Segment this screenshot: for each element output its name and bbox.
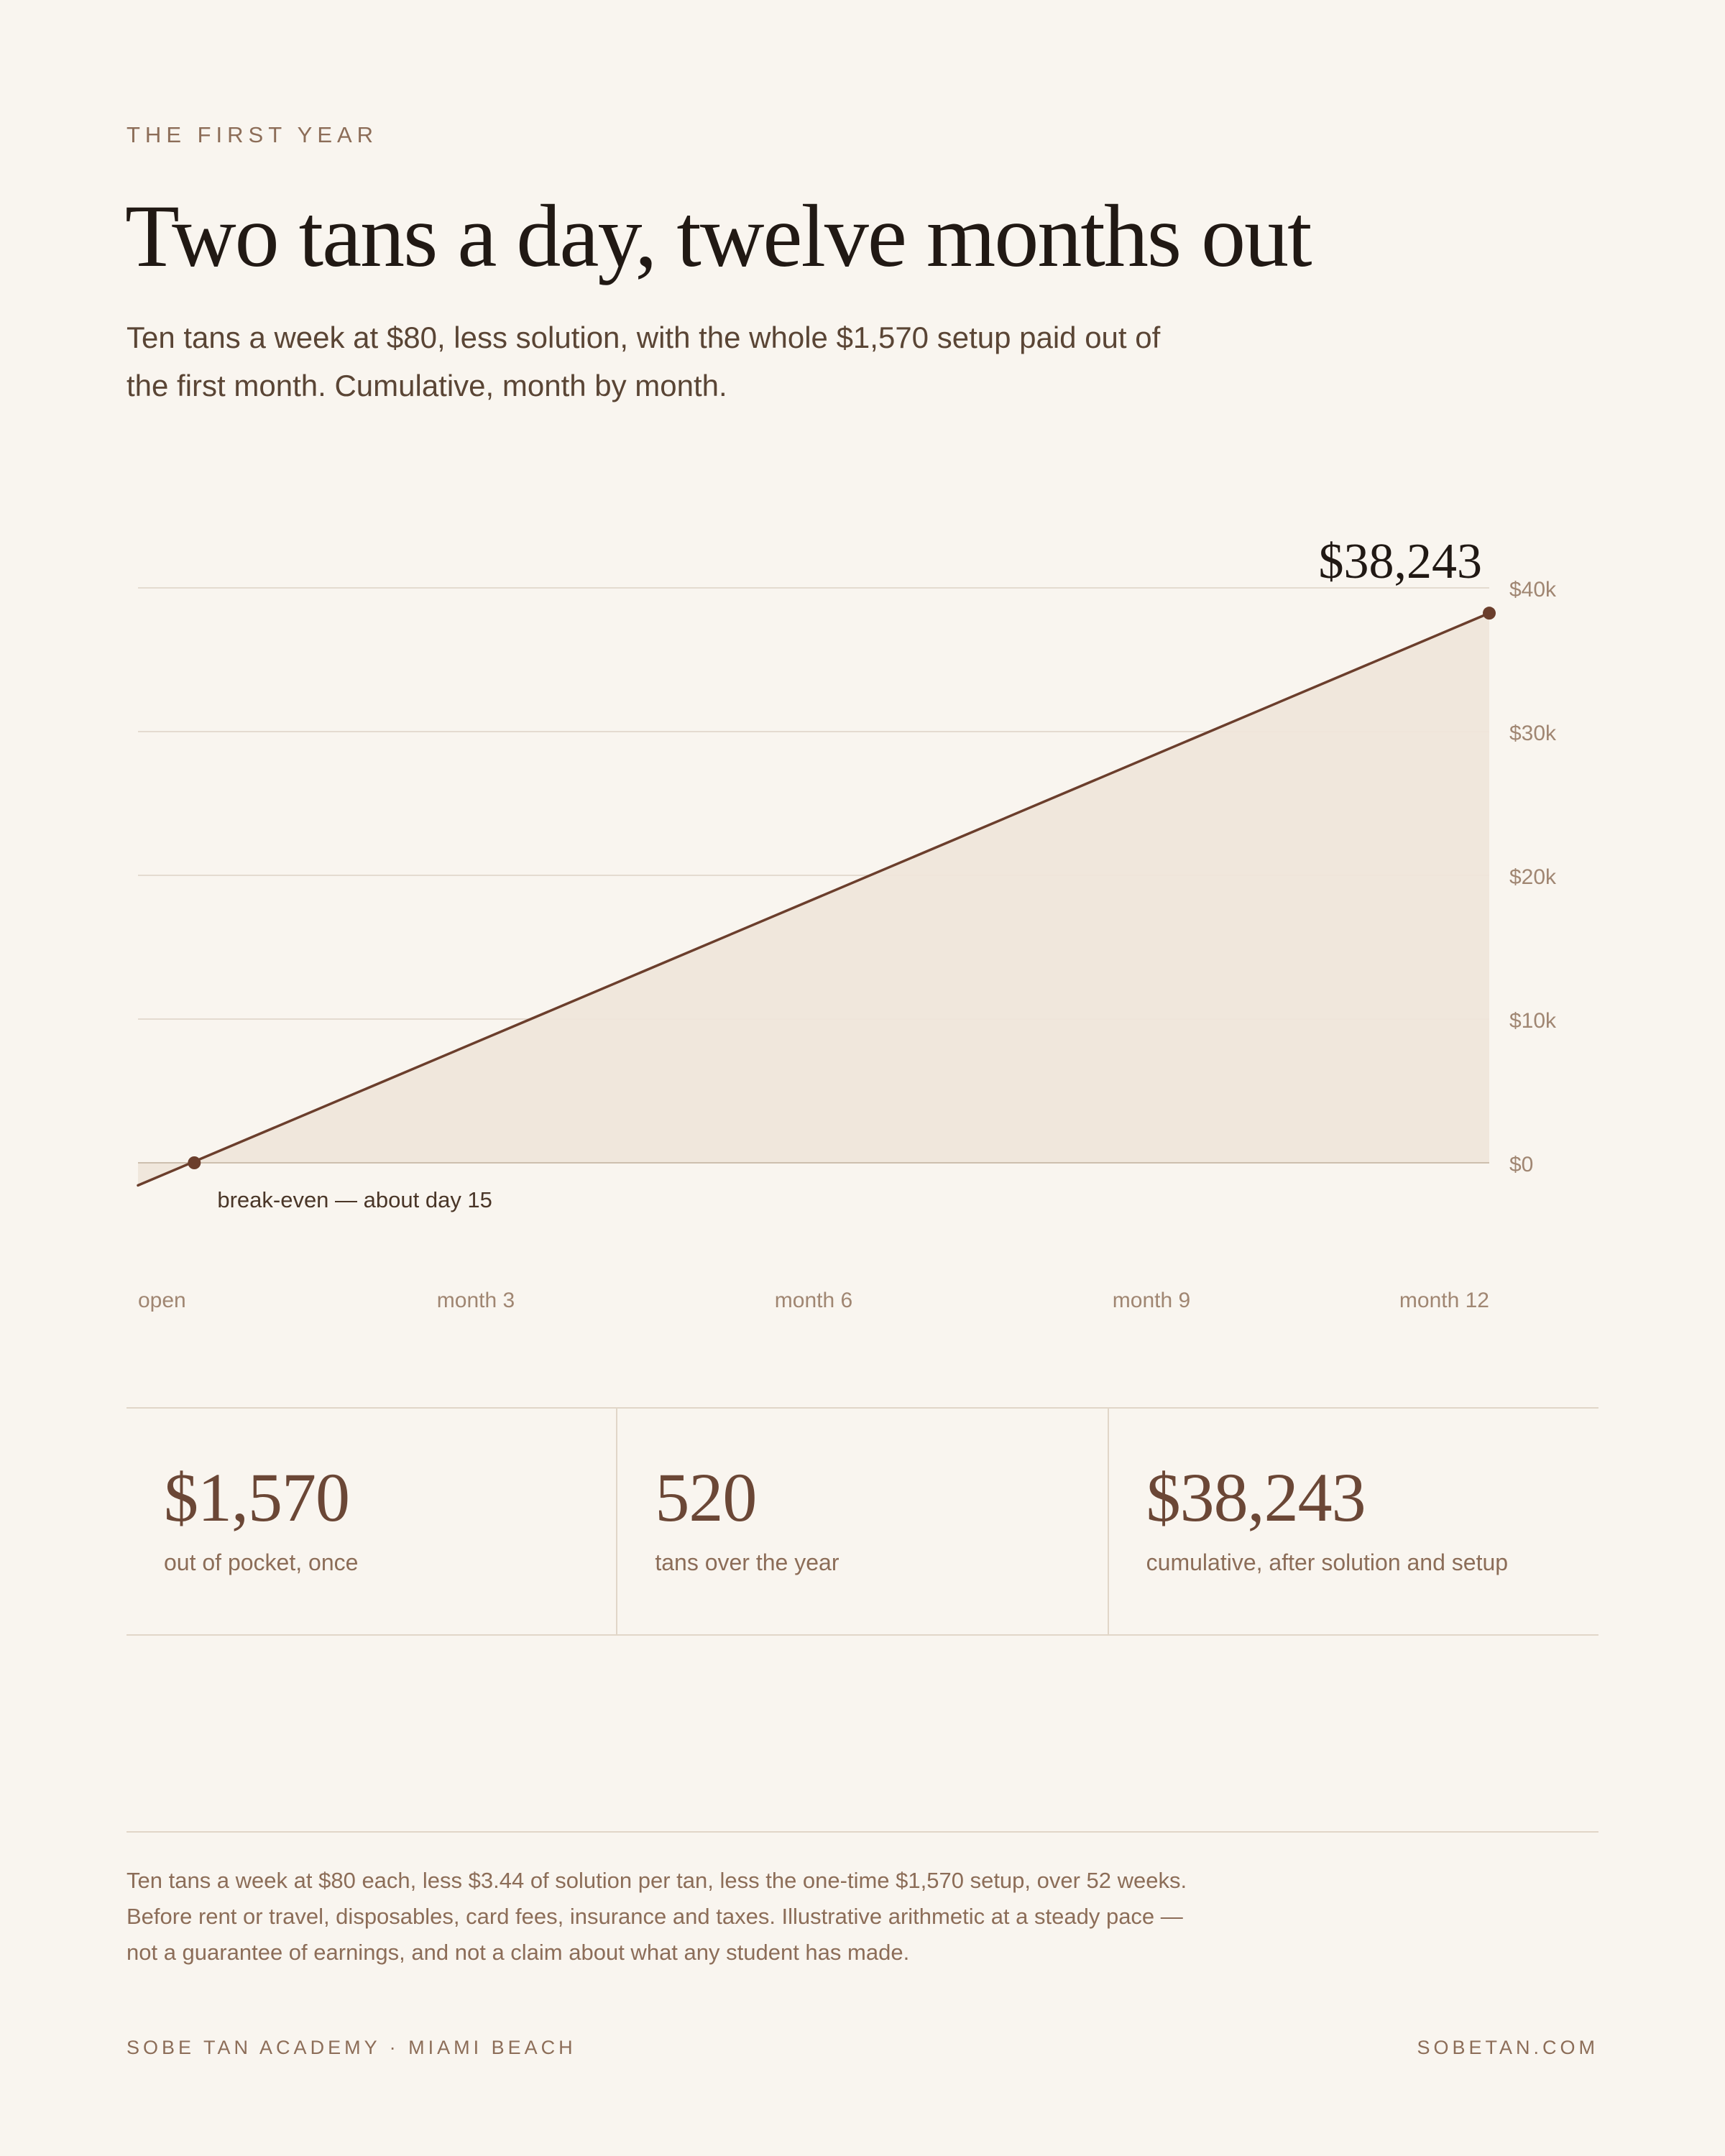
end-value-label: $38,243 (1319, 534, 1483, 589)
x-tick-label: month 6 (775, 1289, 852, 1312)
stat-value: 520 (655, 1459, 757, 1536)
page-title: Two tans a day, twelve months out (125, 187, 1312, 285)
x-tick-label: open (138, 1289, 186, 1312)
footer-website: SOBETAN.COM (1417, 2037, 1598, 2058)
subtitle: Ten tans a week at $80, less solution, w… (126, 321, 1161, 402)
footnote: Ten tans a week at $80 each, less $3.44 … (126, 1868, 1187, 1965)
y-tick-label: $0 (1509, 1153, 1533, 1176)
footer-brand: SOBE TAN ACADEMY · MIAMI BEACH (126, 2037, 576, 2058)
stat-label: out of pocket, once (164, 1549, 359, 1575)
eyebrow: THE FIRST YEAR (126, 122, 379, 147)
stat-label: cumulative, after solution and setup (1146, 1549, 1509, 1575)
y-tick-label: $40k (1509, 578, 1557, 602)
stat-label: tans over the year (655, 1549, 840, 1575)
x-tick-label: month 12 (1399, 1289, 1489, 1312)
stat-value: $1,570 (164, 1459, 350, 1536)
stat-cumulative: $38,243 cumulative, after solution and s… (1107, 1409, 1598, 1634)
break-even-point (188, 1156, 201, 1169)
x-tick-label: month 3 (437, 1289, 515, 1312)
stats-row: $1,570 out of pocket, once 520 tans over… (126, 1407, 1598, 1636)
y-tick-label: $10k (1509, 1009, 1557, 1033)
stat-tans-count: 520 tans over the year (616, 1409, 1107, 1634)
series-line (137, 612, 1491, 1187)
stat-setup-cost: $1,570 out of pocket, once (126, 1409, 616, 1634)
y-tick-label: $30k (1509, 722, 1557, 745)
x-tick-label: month 9 (1113, 1289, 1190, 1312)
y-tick-label: $20k (1509, 865, 1557, 889)
stat-value: $38,243 (1146, 1459, 1366, 1536)
break-even-annotation: break-even — about day 15 (217, 1187, 492, 1212)
end-point (1483, 607, 1496, 620)
cumulative-earnings-chart: $0 $10k $20k $30k $40k open month 3 month 6 mont… (137, 534, 1557, 1312)
divider (126, 1831, 1598, 1833)
